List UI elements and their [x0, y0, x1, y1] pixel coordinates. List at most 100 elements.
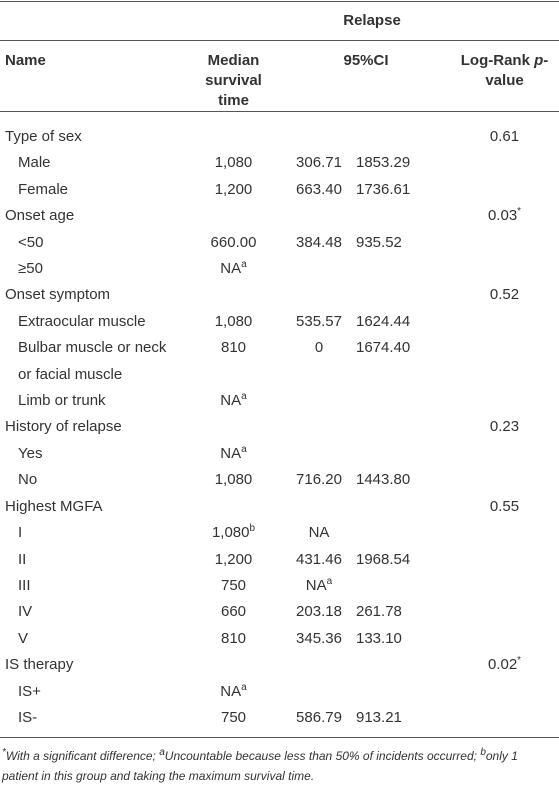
- data-row: IS+ NAa: [0, 679, 559, 705]
- ci-low: [282, 441, 356, 467]
- empty-cell: [450, 599, 559, 625]
- section-row: Onset age 0.03*: [0, 203, 559, 229]
- section-label: Onset age: [5, 207, 75, 225]
- median: 660: [220, 603, 247, 621]
- ci-high: 1624.44: [356, 312, 411, 330]
- p-value: 0.52: [489, 286, 520, 304]
- superscript: a: [241, 391, 247, 403]
- text-run: p: [534, 52, 544, 69]
- row-name: <50: [18, 233, 44, 251]
- row-name: III: [18, 576, 31, 594]
- ci-low: NAa: [282, 573, 356, 599]
- table-body: Type of sex 0.61 Male 1,080 306.71 1853.29 Fem…: [0, 112, 559, 738]
- header-row: Relapse: [0, 1, 559, 41]
- superscript: b: [480, 747, 486, 759]
- p-value: 0.03*: [450, 203, 559, 229]
- empty-cell: [450, 335, 559, 388]
- median: 810: [220, 339, 247, 357]
- column-header: Median survival time: [205, 52, 262, 109]
- superscript: a: [159, 747, 165, 759]
- ci-high: 1443.80: [356, 471, 411, 489]
- ci-high: 913.21: [356, 708, 402, 726]
- ci-low: 0: [314, 339, 324, 357]
- data-row: <50 660.00 384.48 935.52: [0, 230, 559, 256]
- empty-cell: [356, 282, 450, 308]
- p-value: 0.23: [489, 418, 520, 436]
- data-row: IS- 750 586.79 913.21: [0, 705, 559, 738]
- ci-low: 535.57: [296, 312, 342, 330]
- median: 750: [220, 576, 247, 594]
- data-row: Female 1,200 663.40 1736.61: [0, 177, 559, 203]
- empty-cell: [185, 282, 282, 308]
- text-run: 0.03: [487, 207, 518, 225]
- superscript: *: [517, 655, 522, 667]
- empty-cell: [450, 573, 559, 599]
- row-name: Extraocular muscle: [18, 312, 146, 330]
- superscript: a: [241, 259, 247, 271]
- superscript: b: [249, 523, 256, 535]
- data-row: Limb or trunk NAa: [0, 388, 559, 414]
- data-table: Relapse Name Median survival time 95%CI Log…: [0, 1, 559, 739]
- row-name: No: [18, 471, 38, 489]
- superscript: a: [326, 575, 333, 587]
- ci-high: 935.52: [356, 233, 402, 251]
- median: NAa: [185, 388, 282, 414]
- empty-cell: [356, 494, 450, 520]
- row-name: IV: [18, 603, 33, 621]
- empty-cell: [450, 441, 559, 467]
- empty-cell: [356, 112, 450, 151]
- ci-low: 203.18: [296, 603, 342, 621]
- ci-low: 663.40: [296, 180, 342, 198]
- blank-cell: [0, 2, 185, 41]
- row-name: II: [18, 550, 27, 568]
- text-run: 1,080: [211, 524, 250, 542]
- section-row: Highest MGFA 0.55: [0, 494, 559, 520]
- empty-cell: [450, 230, 559, 256]
- empty-cell: [450, 309, 559, 335]
- ci-low: 306.71: [296, 154, 342, 172]
- median: 1,080: [214, 312, 253, 330]
- median: 1,080: [214, 471, 253, 489]
- ci-low: NA: [308, 524, 330, 542]
- empty-cell: [282, 203, 356, 229]
- data-row: Yes NAa: [0, 441, 559, 467]
- empty-cell: [282, 112, 356, 151]
- section-label: Highest MGFA: [5, 497, 103, 515]
- ci-high: 133.10: [356, 629, 402, 647]
- text-run: Log-Rank: [460, 52, 535, 69]
- column-header: Name: [5, 52, 46, 69]
- median: NAa: [185, 679, 282, 705]
- data-row: V 810 345.36 133.10: [0, 626, 559, 652]
- row-name: V: [18, 629, 29, 647]
- empty-cell: [185, 112, 282, 151]
- median: 660.00: [210, 233, 257, 251]
- p-value: 0.02*: [450, 652, 559, 678]
- row-name: IS+: [18, 682, 41, 700]
- data-row: III 750 NAa: [0, 573, 559, 599]
- p-value: 0.55: [489, 497, 520, 515]
- ci-low: 345.36: [296, 629, 342, 647]
- section-label: IS therapy: [5, 656, 74, 674]
- median: 750: [220, 708, 247, 726]
- data-row: Bulbar muscle or neck or facial muscle 81…: [0, 335, 559, 388]
- data-row: No 1,080 716.20 1443.80: [0, 467, 559, 493]
- section-label: Onset symptom: [5, 286, 111, 304]
- ci-low: 431.46: [296, 550, 342, 568]
- ci-high: [356, 520, 450, 546]
- column-header: Log-Rank p-value: [450, 41, 559, 112]
- superscript: a: [241, 443, 247, 455]
- data-row: IV 660 203.18 261.78: [0, 599, 559, 625]
- ci-high: [356, 441, 450, 467]
- text-run: NA: [220, 682, 242, 700]
- ci-high: 261.78: [356, 603, 402, 621]
- median: 1,200: [214, 550, 253, 568]
- data-row: II 1,200 431.46 1968.54: [0, 547, 559, 573]
- empty-cell: [450, 705, 559, 738]
- superscript: *: [2, 747, 6, 759]
- row-name: Male: [18, 154, 51, 172]
- empty-cell: [450, 388, 559, 414]
- header-row: Name Median survival time 95%CI Log-Rank p-…: [0, 40, 559, 112]
- section-row: Type of sex 0.61: [0, 112, 559, 151]
- empty-cell: [450, 547, 559, 573]
- text-run: With a significant difference;: [5, 749, 160, 764]
